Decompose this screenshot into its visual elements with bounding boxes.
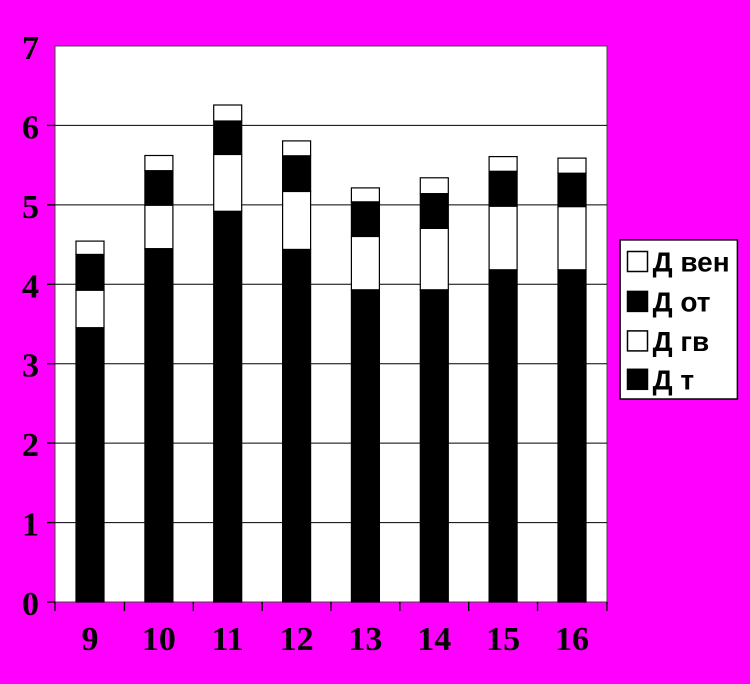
svg-text:16: 16 xyxy=(555,621,589,658)
svg-text:5: 5 xyxy=(22,189,39,226)
svg-text:2: 2 xyxy=(22,427,39,464)
svg-text:6: 6 xyxy=(22,109,39,146)
svg-text:Д гв: Д гв xyxy=(653,326,710,357)
svg-text:14: 14 xyxy=(417,621,451,658)
svg-text:3: 3 xyxy=(22,348,39,385)
svg-text:Д вен: Д вен xyxy=(653,247,730,278)
svg-text:12: 12 xyxy=(280,621,314,658)
svg-text:0: 0 xyxy=(22,586,39,623)
svg-text:4: 4 xyxy=(22,268,39,305)
svg-text:Д т: Д т xyxy=(653,364,694,395)
svg-text:13: 13 xyxy=(348,621,382,658)
svg-text:11: 11 xyxy=(212,621,244,658)
svg-text:7: 7 xyxy=(22,30,39,67)
svg-text:15: 15 xyxy=(486,621,520,658)
svg-text:10: 10 xyxy=(142,621,176,658)
svg-text:Д от: Д от xyxy=(653,286,711,317)
svg-text:1: 1 xyxy=(22,507,39,544)
svg-text:9: 9 xyxy=(82,621,99,658)
